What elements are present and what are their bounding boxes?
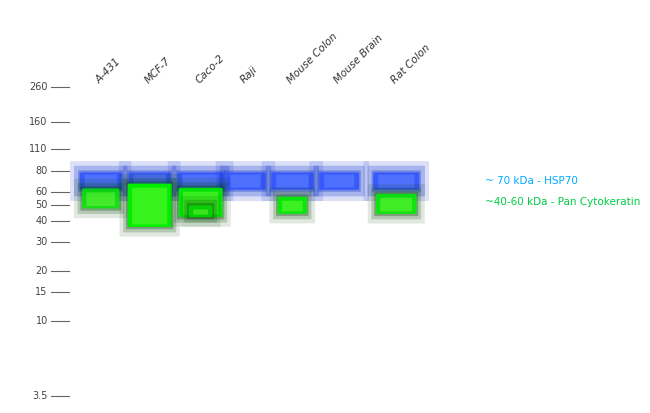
FancyBboxPatch shape [270, 187, 315, 223]
FancyBboxPatch shape [74, 166, 127, 197]
FancyBboxPatch shape [276, 195, 309, 216]
FancyBboxPatch shape [374, 192, 418, 216]
Text: Rat Colon: Rat Colon [389, 42, 432, 85]
FancyBboxPatch shape [187, 203, 214, 219]
Text: ~ 70 kDa - HSP70: ~ 70 kDa - HSP70 [485, 176, 577, 186]
FancyBboxPatch shape [177, 172, 224, 190]
FancyBboxPatch shape [282, 201, 302, 211]
FancyBboxPatch shape [74, 179, 127, 218]
FancyBboxPatch shape [119, 161, 181, 201]
FancyBboxPatch shape [124, 178, 176, 233]
FancyBboxPatch shape [185, 200, 217, 223]
FancyBboxPatch shape [367, 166, 425, 197]
FancyBboxPatch shape [132, 188, 167, 225]
Text: A-431: A-431 [94, 56, 122, 85]
FancyBboxPatch shape [81, 186, 121, 211]
FancyBboxPatch shape [273, 191, 311, 219]
FancyBboxPatch shape [313, 166, 365, 197]
FancyBboxPatch shape [193, 209, 208, 215]
FancyBboxPatch shape [120, 174, 180, 237]
FancyBboxPatch shape [133, 175, 166, 188]
FancyBboxPatch shape [170, 178, 231, 227]
Text: 60: 60 [36, 187, 47, 197]
FancyBboxPatch shape [179, 188, 222, 217]
Text: 50: 50 [35, 200, 47, 210]
FancyBboxPatch shape [123, 166, 176, 197]
Text: 40: 40 [36, 216, 47, 226]
Text: MCF-7: MCF-7 [142, 55, 172, 85]
FancyBboxPatch shape [183, 175, 219, 188]
FancyBboxPatch shape [368, 184, 424, 223]
FancyBboxPatch shape [319, 172, 359, 190]
Text: 15: 15 [35, 287, 47, 297]
FancyBboxPatch shape [270, 171, 315, 192]
FancyBboxPatch shape [174, 182, 227, 223]
Text: 30: 30 [36, 237, 47, 247]
FancyBboxPatch shape [278, 197, 307, 214]
FancyBboxPatch shape [224, 171, 267, 192]
FancyBboxPatch shape [226, 172, 265, 190]
FancyBboxPatch shape [176, 171, 226, 192]
FancyBboxPatch shape [127, 184, 172, 227]
FancyBboxPatch shape [172, 166, 229, 197]
FancyBboxPatch shape [276, 175, 308, 188]
FancyBboxPatch shape [318, 171, 361, 192]
FancyBboxPatch shape [373, 172, 419, 190]
FancyBboxPatch shape [78, 171, 124, 192]
FancyBboxPatch shape [188, 205, 213, 217]
FancyBboxPatch shape [220, 166, 271, 197]
FancyBboxPatch shape [363, 161, 429, 201]
Text: Mouse Colon: Mouse Colon [285, 31, 339, 85]
FancyBboxPatch shape [371, 188, 421, 219]
Text: 110: 110 [29, 144, 47, 154]
FancyBboxPatch shape [77, 183, 124, 214]
FancyBboxPatch shape [309, 161, 369, 201]
FancyBboxPatch shape [82, 188, 120, 209]
FancyBboxPatch shape [168, 161, 233, 201]
Text: 160: 160 [29, 116, 47, 127]
FancyBboxPatch shape [372, 171, 421, 192]
FancyBboxPatch shape [378, 175, 415, 188]
Text: Raji: Raji [239, 64, 259, 85]
Text: 80: 80 [36, 166, 47, 176]
FancyBboxPatch shape [129, 172, 171, 190]
Text: 260: 260 [29, 82, 47, 92]
FancyBboxPatch shape [86, 192, 115, 206]
Text: 3.5: 3.5 [32, 392, 47, 401]
FancyBboxPatch shape [216, 161, 275, 201]
FancyBboxPatch shape [127, 171, 172, 192]
Text: ~40-60 kDa - Pan Cytokeratin: ~40-60 kDa - Pan Cytokeratin [485, 197, 640, 207]
Text: 20: 20 [35, 266, 47, 276]
FancyBboxPatch shape [177, 185, 224, 219]
FancyBboxPatch shape [324, 175, 354, 188]
FancyBboxPatch shape [261, 161, 323, 201]
FancyBboxPatch shape [230, 175, 261, 188]
Text: Caco-2: Caco-2 [194, 52, 226, 85]
FancyBboxPatch shape [380, 198, 412, 211]
Text: Mouse Brain: Mouse Brain [332, 33, 385, 85]
FancyBboxPatch shape [126, 181, 174, 229]
FancyBboxPatch shape [266, 166, 319, 197]
FancyBboxPatch shape [80, 172, 122, 190]
Text: 10: 10 [36, 316, 47, 326]
FancyBboxPatch shape [271, 172, 313, 190]
FancyBboxPatch shape [183, 192, 218, 215]
FancyBboxPatch shape [181, 196, 220, 227]
FancyBboxPatch shape [376, 194, 417, 214]
FancyBboxPatch shape [70, 161, 131, 201]
FancyBboxPatch shape [84, 175, 117, 188]
